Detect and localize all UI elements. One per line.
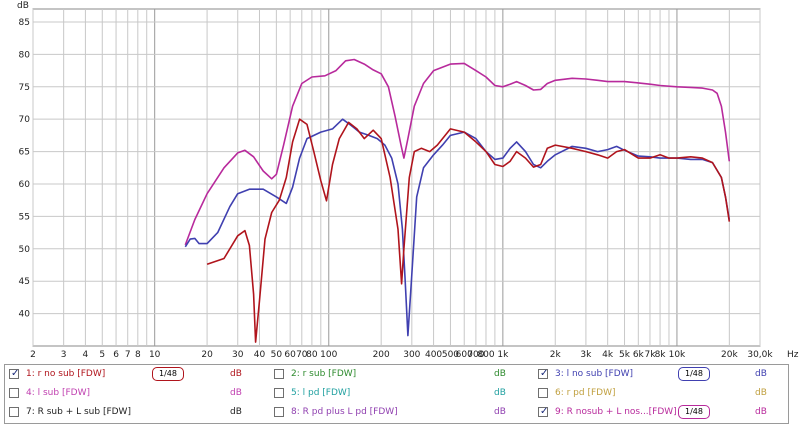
- smoothing-badge[interactable]: 1/48: [678, 405, 710, 419]
- legend-unit: dB: [230, 388, 242, 398]
- legend-label: 4: l sub [FDW]: [26, 388, 90, 398]
- legend-checkbox-5[interactable]: [274, 388, 284, 398]
- x-tick-label: 7k: [644, 350, 656, 360]
- x-tick-label: 800: [477, 350, 494, 360]
- x-tick-label: 10k: [669, 350, 686, 360]
- y-tick-label: 85: [19, 18, 30, 28]
- x-tick-label: 8k: [655, 350, 667, 360]
- x-tick-label: 2k: [550, 350, 562, 360]
- legend-label: 3: l no sub [FDW]: [555, 369, 634, 379]
- smoothing-badge[interactable]: 1/48: [152, 367, 184, 381]
- x-tick-label: 600: [456, 350, 473, 360]
- series-line-9: [184, 58, 731, 246]
- legend-checkbox-6[interactable]: [538, 388, 548, 398]
- legend-checkbox-1[interactable]: ✓: [9, 368, 20, 379]
- legend-label: 1: r no sub [FDW]: [26, 369, 106, 379]
- legend-unit: dB: [755, 369, 767, 379]
- x-tick-label: 40: [254, 350, 266, 360]
- x-tick-label: 70: [296, 350, 308, 360]
- x-tick-label: 3: [61, 350, 67, 360]
- check-icon: ✓: [11, 368, 20, 379]
- plot-series: [184, 58, 731, 343]
- legend-unit: dB: [494, 407, 506, 417]
- check-icon: ✓: [540, 406, 549, 417]
- y-tick-label: 40: [19, 310, 31, 320]
- legend-item-4[interactable]: 4: l sub [FDW] dB: [9, 384, 274, 404]
- legend-unit: dB: [494, 369, 506, 379]
- y-tick-label: 55: [19, 212, 30, 222]
- x-axis-unit: Hz: [787, 350, 799, 360]
- legend-label: 9: R nosub + L nos...[FDW]: [555, 407, 677, 417]
- y-tick-label: 60: [19, 180, 31, 190]
- legend-item-3[interactable]: ✓ 3: l no sub [FDW] 1/48 dB: [538, 365, 788, 385]
- x-tick-label: 300: [403, 350, 420, 360]
- x-tick-label: 60: [284, 350, 296, 360]
- x-tick-label: 3k: [580, 350, 592, 360]
- y-axis-ticks: 40 45 50 55 60 65 70 75 80 85: [19, 18, 31, 320]
- series-line-1: [206, 118, 731, 343]
- y-tick-label: 50: [19, 245, 31, 255]
- x-tick-label: 30,0k: [747, 350, 773, 360]
- x-tick-label: 4: [83, 350, 89, 360]
- x-tick-label: 4k: [602, 350, 614, 360]
- legend-label: 6: r pd [FDW]: [555, 388, 616, 398]
- x-tick-label: 30: [232, 350, 244, 360]
- legend-item-5[interactable]: 5: l pd [FDW] dB: [274, 384, 539, 404]
- legend-item-2[interactable]: 2: r sub [FDW] dB: [274, 365, 539, 385]
- legend-checkbox-4[interactable]: [9, 388, 19, 398]
- legend-checkbox-9[interactable]: ✓: [538, 406, 549, 417]
- legend-item-1[interactable]: ✓ 1: r no sub [FDW] 1/48 dB: [9, 365, 274, 385]
- legend-unit: dB: [230, 369, 242, 379]
- x-tick-label: 8: [135, 350, 141, 360]
- legend-item-8[interactable]: 8: R pd plus L pd [FDW] dB: [274, 403, 539, 423]
- x-tick-label: 6k: [633, 350, 645, 360]
- x-tick-label: 80: [306, 350, 318, 360]
- measurement-legend: ✓ 1: r no sub [FDW] 1/48 dB 2: r sub [FD…: [4, 364, 789, 424]
- smoothing-badge[interactable]: 1/48: [678, 367, 710, 381]
- x-tick-label: 500: [442, 350, 459, 360]
- x-tick-label: 10: [149, 350, 161, 360]
- x-tick-label: 200: [373, 350, 390, 360]
- y-tick-label: 45: [19, 277, 30, 287]
- x-tick-label: 7: [125, 350, 131, 360]
- y-tick-label: 75: [19, 83, 30, 93]
- x-tick-label: 6: [113, 350, 119, 360]
- legend-unit: dB: [755, 407, 767, 417]
- x-tick-label: 5k: [619, 350, 631, 360]
- check-icon: ✓: [540, 368, 549, 379]
- legend-item-7[interactable]: 7: R sub + L sub [FDW] dB: [9, 403, 274, 423]
- plot-grid: [32, 9, 761, 346]
- x-tick-label: 20k: [721, 350, 738, 360]
- x-tick-label: 1k: [497, 350, 509, 360]
- legend-checkbox-3[interactable]: ✓: [538, 368, 549, 379]
- legend-checkbox-7[interactable]: [9, 407, 19, 417]
- x-tick-label: 400: [425, 350, 442, 360]
- x-tick-label: 2: [30, 350, 36, 360]
- legend-checkbox-2[interactable]: [274, 369, 284, 379]
- legend-item-6[interactable]: 6: r pd [FDW] dB: [538, 384, 788, 404]
- legend-unit: dB: [230, 407, 242, 417]
- x-tick-label: 50: [271, 350, 283, 360]
- x-tick-label: 700: [467, 350, 484, 360]
- legend-label: 5: l pd [FDW]: [291, 388, 351, 398]
- y-tick-label: 70: [19, 115, 31, 125]
- y-axis-unit: dB: [17, 1, 29, 11]
- y-tick-label: 80: [19, 50, 31, 60]
- legend-item-9[interactable]: ✓ 9: R nosub + L nos...[FDW] 1/48 dB: [538, 403, 788, 423]
- legend-label: 7: R sub + L sub [FDW]: [26, 407, 131, 417]
- legend-unit: dB: [494, 388, 506, 398]
- legend-label: 2: r sub [FDW]: [291, 369, 357, 379]
- x-tick-label: 5: [99, 350, 105, 360]
- y-tick-label: 65: [19, 148, 30, 158]
- legend-label: 8: R pd plus L pd [FDW]: [291, 407, 398, 417]
- legend-unit: dB: [755, 388, 767, 398]
- legend-checkbox-8[interactable]: [274, 407, 284, 417]
- x-tick-label: 20: [201, 350, 213, 360]
- x-tick-label: 100: [320, 350, 337, 360]
